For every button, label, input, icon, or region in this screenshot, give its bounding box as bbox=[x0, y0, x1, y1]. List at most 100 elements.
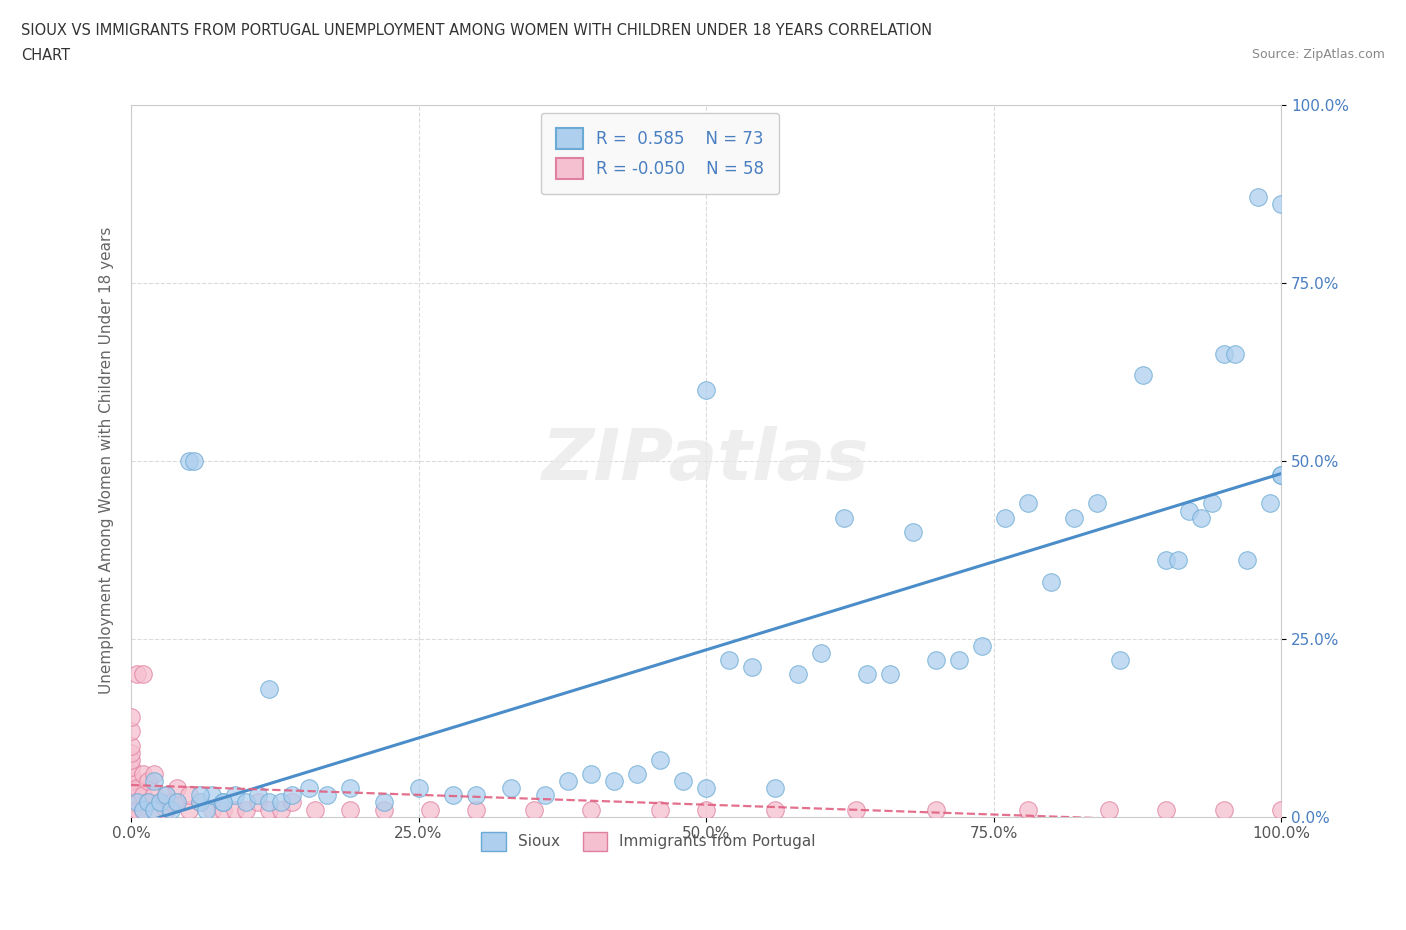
Point bbox=[177, 803, 200, 817]
Point bbox=[373, 795, 395, 810]
Point bbox=[1109, 653, 1132, 668]
Point bbox=[925, 653, 948, 668]
Point bbox=[155, 788, 177, 803]
Point bbox=[177, 788, 200, 803]
Point bbox=[125, 795, 148, 810]
Point bbox=[120, 752, 142, 767]
Point bbox=[1270, 197, 1292, 212]
Point bbox=[1247, 190, 1270, 205]
Point bbox=[579, 766, 602, 781]
Point bbox=[741, 659, 763, 674]
Point bbox=[166, 795, 188, 810]
Point bbox=[120, 803, 142, 817]
Point bbox=[1236, 553, 1258, 568]
Point bbox=[177, 453, 200, 468]
Point bbox=[143, 766, 166, 781]
Point bbox=[648, 752, 671, 767]
Point bbox=[718, 653, 741, 668]
Point bbox=[1154, 803, 1177, 817]
Point bbox=[408, 781, 430, 796]
Point bbox=[120, 781, 142, 796]
Point bbox=[120, 766, 142, 781]
Point bbox=[522, 803, 544, 817]
Point bbox=[1167, 553, 1189, 568]
Point bbox=[626, 766, 648, 781]
Text: Source: ZipAtlas.com: Source: ZipAtlas.com bbox=[1251, 48, 1385, 61]
Point bbox=[672, 774, 695, 789]
Point bbox=[1085, 496, 1108, 511]
Point bbox=[304, 803, 326, 817]
Point bbox=[120, 795, 142, 810]
Point bbox=[143, 803, 166, 817]
Point bbox=[1270, 468, 1292, 483]
Point bbox=[419, 803, 441, 817]
Point bbox=[695, 781, 717, 796]
Point bbox=[131, 766, 153, 781]
Point bbox=[143, 774, 166, 789]
Point bbox=[298, 781, 321, 796]
Point bbox=[136, 774, 159, 789]
Point bbox=[257, 681, 280, 696]
Point bbox=[120, 774, 142, 789]
Point bbox=[183, 453, 205, 468]
Point bbox=[246, 788, 269, 803]
Point bbox=[131, 788, 153, 803]
Point bbox=[1063, 511, 1085, 525]
Point bbox=[763, 781, 786, 796]
Point bbox=[224, 788, 246, 803]
Point bbox=[136, 795, 159, 810]
Point bbox=[1154, 553, 1177, 568]
Point bbox=[1178, 503, 1201, 518]
Point bbox=[120, 738, 142, 753]
Text: SIOUX VS IMMIGRANTS FROM PORTUGAL UNEMPLOYMENT AMONG WOMEN WITH CHILDREN UNDER 1: SIOUX VS IMMIGRANTS FROM PORTUGAL UNEMPL… bbox=[21, 23, 932, 38]
Point bbox=[155, 803, 177, 817]
Point bbox=[557, 774, 579, 789]
Point bbox=[648, 803, 671, 817]
Point bbox=[166, 795, 188, 810]
Point bbox=[224, 803, 246, 817]
Point bbox=[281, 795, 304, 810]
Point bbox=[143, 803, 166, 817]
Point bbox=[131, 803, 153, 817]
Point bbox=[1201, 496, 1223, 511]
Legend: Sioux, Immigrants from Portugal: Sioux, Immigrants from Portugal bbox=[474, 824, 824, 859]
Point bbox=[845, 803, 868, 817]
Point bbox=[1189, 511, 1212, 525]
Point bbox=[832, 511, 855, 525]
Text: ZIPatlas: ZIPatlas bbox=[543, 426, 870, 495]
Point bbox=[1258, 496, 1281, 511]
Point bbox=[695, 803, 717, 817]
Point bbox=[125, 667, 148, 682]
Point bbox=[441, 788, 464, 803]
Point bbox=[1017, 496, 1039, 511]
Point bbox=[1017, 803, 1039, 817]
Point bbox=[879, 667, 901, 682]
Point bbox=[235, 795, 257, 810]
Y-axis label: Unemployment Among Women with Children Under 18 years: Unemployment Among Women with Children U… bbox=[100, 227, 114, 695]
Point bbox=[188, 795, 211, 810]
Point bbox=[212, 795, 235, 810]
Point bbox=[120, 724, 142, 738]
Point bbox=[143, 788, 166, 803]
Point bbox=[125, 781, 148, 796]
Point bbox=[188, 795, 211, 810]
Point bbox=[155, 788, 177, 803]
Point bbox=[315, 788, 337, 803]
Point bbox=[925, 803, 948, 817]
Point bbox=[603, 774, 626, 789]
Point bbox=[695, 382, 717, 397]
Point bbox=[339, 803, 361, 817]
Point bbox=[373, 803, 395, 817]
Point bbox=[465, 788, 488, 803]
Point bbox=[465, 803, 488, 817]
Point bbox=[534, 788, 557, 803]
Point bbox=[810, 645, 832, 660]
Point bbox=[948, 653, 970, 668]
Point bbox=[763, 803, 786, 817]
Point bbox=[1270, 803, 1292, 817]
Point bbox=[149, 795, 172, 810]
Point bbox=[1270, 468, 1292, 483]
Point bbox=[166, 781, 188, 796]
Point bbox=[1040, 575, 1063, 590]
Point bbox=[1132, 368, 1154, 383]
